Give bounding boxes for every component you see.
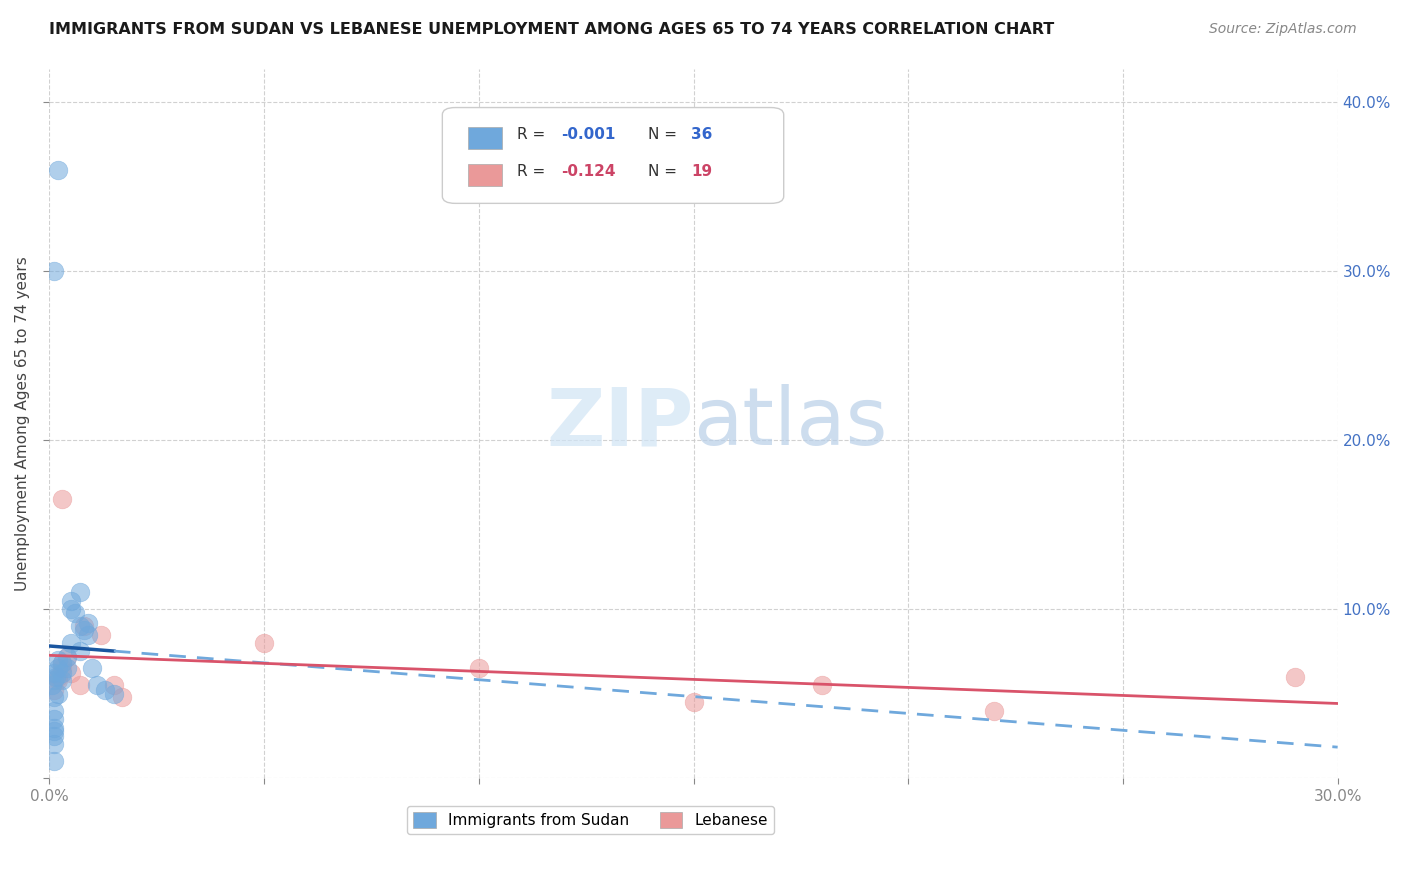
FancyBboxPatch shape <box>443 108 783 203</box>
Y-axis label: Unemployment Among Ages 65 to 74 years: Unemployment Among Ages 65 to 74 years <box>15 256 30 591</box>
FancyBboxPatch shape <box>468 128 502 149</box>
Point <box>69 644 91 658</box>
Point <box>86 678 108 692</box>
Point <box>46 670 69 684</box>
Point <box>46 687 69 701</box>
Text: -0.124: -0.124 <box>561 164 616 179</box>
Point <box>73 623 96 637</box>
Point <box>69 585 91 599</box>
Point <box>42 755 65 769</box>
Point <box>42 738 65 752</box>
Point <box>42 264 65 278</box>
Text: R =: R = <box>517 164 550 179</box>
Point <box>51 673 73 688</box>
Point <box>51 492 73 507</box>
Point <box>55 649 77 664</box>
Point <box>51 661 73 675</box>
Text: R =: R = <box>517 127 550 142</box>
Point <box>42 723 65 738</box>
Point <box>77 627 100 641</box>
Point <box>59 666 82 681</box>
Point <box>55 661 77 675</box>
Point <box>45 670 67 684</box>
Text: 36: 36 <box>690 127 713 142</box>
FancyBboxPatch shape <box>468 164 502 186</box>
Text: N =: N = <box>648 164 682 179</box>
Point <box>103 687 125 701</box>
Point <box>69 678 91 692</box>
Point <box>46 653 69 667</box>
Point <box>46 673 69 688</box>
Point <box>42 690 65 705</box>
Point <box>42 712 65 726</box>
Point <box>69 619 91 633</box>
Point <box>1284 670 1306 684</box>
Point <box>41 678 63 692</box>
Point <box>51 666 73 681</box>
Point <box>983 704 1005 718</box>
Point <box>42 666 65 681</box>
Point <box>82 661 104 675</box>
Text: atlas: atlas <box>693 384 889 462</box>
Text: ZIP: ZIP <box>547 384 693 462</box>
Point <box>73 619 96 633</box>
Point <box>94 683 117 698</box>
Text: -0.001: -0.001 <box>561 127 616 142</box>
Point <box>59 602 82 616</box>
Point <box>51 657 73 671</box>
Point <box>42 721 65 735</box>
Point <box>253 636 276 650</box>
Point <box>46 162 69 177</box>
Point <box>42 683 65 698</box>
Point <box>55 649 77 664</box>
Point <box>90 627 112 641</box>
Point <box>42 673 65 688</box>
Point <box>59 636 82 650</box>
Point <box>42 729 65 743</box>
Point <box>682 695 704 709</box>
Point <box>46 661 69 675</box>
Text: Source: ZipAtlas.com: Source: ZipAtlas.com <box>1209 22 1357 37</box>
Point <box>42 704 65 718</box>
Point <box>51 657 73 671</box>
Text: IMMIGRANTS FROM SUDAN VS LEBANESE UNEMPLOYMENT AMONG AGES 65 TO 74 YEARS CORRELA: IMMIGRANTS FROM SUDAN VS LEBANESE UNEMPL… <box>49 22 1054 37</box>
Point <box>77 615 100 630</box>
Text: 19: 19 <box>690 164 711 179</box>
Point <box>59 594 82 608</box>
Text: N =: N = <box>648 127 682 142</box>
Point <box>811 678 834 692</box>
Point <box>468 661 491 675</box>
Point <box>111 690 134 705</box>
Point <box>103 678 125 692</box>
Legend: Immigrants from Sudan, Lebanese: Immigrants from Sudan, Lebanese <box>406 806 775 834</box>
Point <box>63 606 86 620</box>
